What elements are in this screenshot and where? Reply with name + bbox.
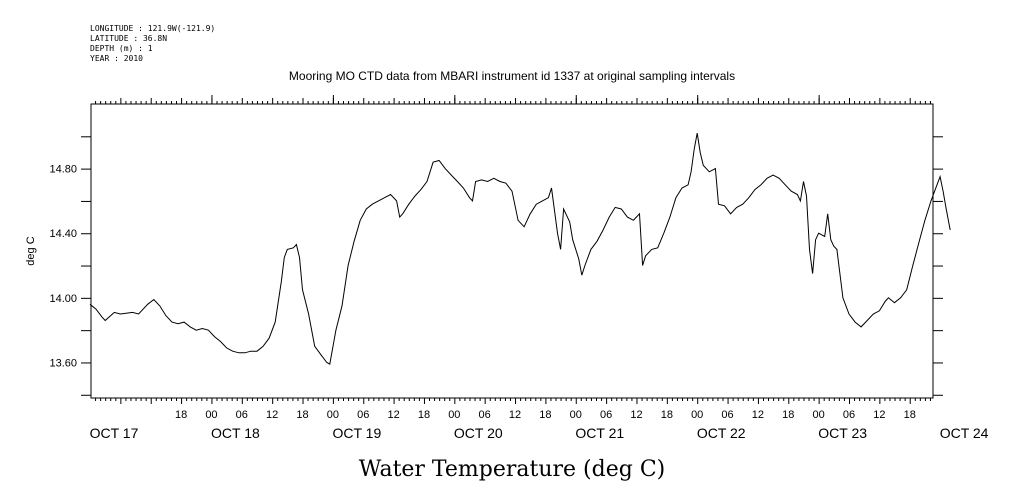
metadata-block: LONGITUDE : 121.9W(-121.9) LATITUDE : 36… xyxy=(90,24,215,63)
y-tick-label: 14.00 xyxy=(49,293,77,305)
x-tick-label: 00 xyxy=(691,409,703,421)
meta-depth: DEPTH (m) : 1 xyxy=(90,44,153,53)
x-tick-label: 06 xyxy=(236,409,248,421)
x-tick-label: 12 xyxy=(509,409,521,421)
x-tick-label: 12 xyxy=(873,409,885,421)
x-tick-label: 06 xyxy=(479,409,491,421)
x-axis-title: Water Temperature (deg C) xyxy=(359,457,666,482)
x-tick-label: 00 xyxy=(448,409,460,421)
x-tick-label: 06 xyxy=(600,409,612,421)
x-tick-label: 06 xyxy=(843,409,855,421)
y-tick-label: 14.80 xyxy=(49,164,77,176)
x-tick-label: 00 xyxy=(327,409,339,421)
meta-longitude: LONGITUDE : 121.9W(-121.9) xyxy=(90,24,215,33)
x-tick-label: 18 xyxy=(175,409,187,421)
y-tick-label: 13.60 xyxy=(49,357,77,369)
x-tick-label: 18 xyxy=(782,409,794,421)
x-tick-label: 18 xyxy=(418,409,430,421)
x-tick-label: 18 xyxy=(904,409,916,421)
x-tick-label: 00 xyxy=(813,409,825,421)
x-tick-label: 00 xyxy=(205,409,217,421)
x-tick-label: 12 xyxy=(266,409,278,421)
x-day-label: OCT 23 xyxy=(818,425,867,441)
y-tick-label: 14.40 xyxy=(49,228,77,240)
y-axis-label: deg C xyxy=(25,236,37,265)
x-tick-label: 06 xyxy=(357,409,369,421)
tick-label-group: 18 00 06 12 18 00 06 12 18 00 06 12 18 00 06 12 18 00 06 12… xyxy=(49,164,988,441)
x-day-label: OCT 19 xyxy=(332,425,381,441)
x-day-label: OCT 18 xyxy=(211,425,260,441)
meta-year: YEAR : 2010 xyxy=(90,54,143,63)
x-tick-label: 18 xyxy=(539,409,551,421)
tick-group xyxy=(81,95,943,404)
x-tick-label: 00 xyxy=(570,409,582,421)
x-day-label: OCT 24 xyxy=(940,425,989,441)
x-tick-label: 12 xyxy=(752,409,764,421)
x-tick-label: 12 xyxy=(387,409,399,421)
x-day-label: OCT 21 xyxy=(575,425,624,441)
x-tick-label: 18 xyxy=(296,409,308,421)
x-tick-label: 12 xyxy=(630,409,642,421)
x-tick-label: 06 xyxy=(721,409,733,421)
x-day-label: OCT 20 xyxy=(454,425,503,441)
x-day-label: OCT 22 xyxy=(697,425,746,441)
meta-latitude: LATITUDE : 36.8N xyxy=(90,34,167,43)
chart-title: Mooring MO CTD data from MBARI instrumen… xyxy=(289,69,735,83)
x-day-label: OCT 17 xyxy=(90,425,139,441)
x-tick-label: 18 xyxy=(661,409,673,421)
series-line-water-temperature xyxy=(89,133,951,365)
plot-frame xyxy=(90,103,934,399)
